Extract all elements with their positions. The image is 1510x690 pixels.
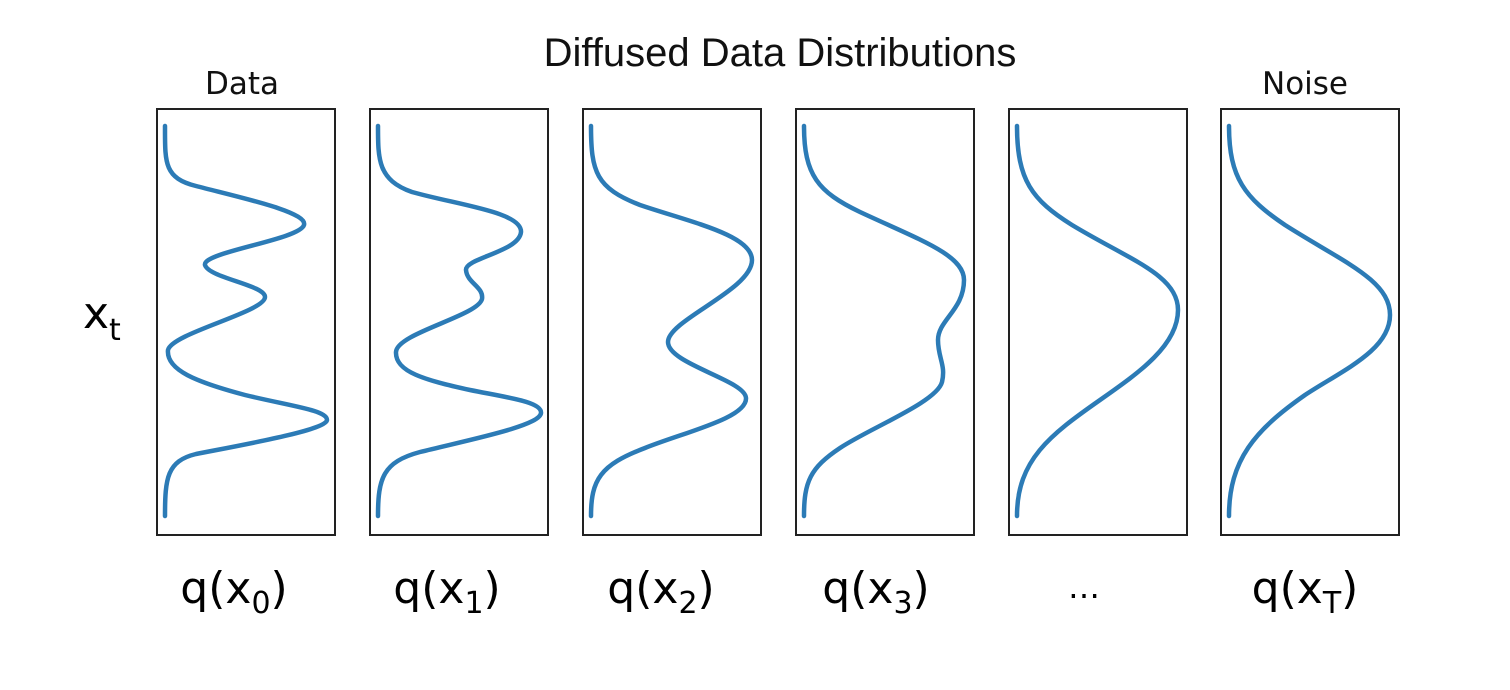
label-suffix: ) (913, 563, 930, 614)
distribution-curve (1014, 123, 1181, 519)
label-prefix: q(x (607, 563, 678, 614)
panel-distribution-label: q(x1) (393, 563, 500, 621)
panel-top-label: Noise (1262, 66, 1348, 102)
panel-noise: Noise q(xT) (1220, 66, 1400, 621)
distribution-curve (375, 123, 544, 519)
label-subscript: 0 (251, 586, 270, 621)
panel-distribution-label: q(x0) (180, 563, 287, 621)
distribution-curve (588, 123, 755, 519)
figure-title: Diffused Data Distributions (544, 31, 1017, 75)
label-suffix: ) (484, 563, 501, 614)
panel-ellipsis: … (1008, 108, 1188, 606)
xt-axis-label: xt (83, 288, 121, 348)
panel-frame (369, 108, 549, 536)
label-prefix: q(x (1252, 563, 1323, 614)
panel-step-1: q(x1) (369, 108, 549, 621)
panel-step-2: q(x2) (582, 108, 762, 621)
panel-frame (156, 108, 336, 536)
xt-axis-main: x (83, 288, 109, 339)
panel-frame (582, 108, 762, 536)
panel-distribution-label: … (1068, 568, 1100, 606)
label-subscript: 2 (678, 586, 697, 621)
panel-distribution-label: q(xT) (1252, 563, 1359, 621)
panel-data: Data q(x0) (156, 66, 336, 621)
label-prefix: q(x (822, 563, 893, 614)
label-prefix: q(x (393, 563, 464, 614)
label-suffix: ) (698, 563, 715, 614)
label-prefix: … (1068, 568, 1100, 606)
panel-distribution-label: q(x2) (607, 563, 714, 621)
label-subscript: 3 (893, 586, 912, 621)
distribution-curve (801, 123, 967, 519)
panel-frame (1220, 108, 1400, 536)
distribution-curve (1226, 123, 1393, 519)
panel-distribution-label: q(x3) (822, 563, 929, 621)
label-suffix: ) (1341, 563, 1358, 614)
panel-frame (1008, 108, 1188, 536)
xt-axis-subscript: t (109, 313, 121, 348)
label-prefix: q(x (180, 563, 251, 614)
panel-top-label: Data (205, 66, 279, 102)
distribution-curve (162, 123, 330, 519)
label-suffix: ) (271, 563, 288, 614)
panel-step-3: q(x3) (795, 108, 975, 621)
label-subscript: 1 (464, 586, 483, 621)
label-subscript: T (1322, 586, 1342, 621)
